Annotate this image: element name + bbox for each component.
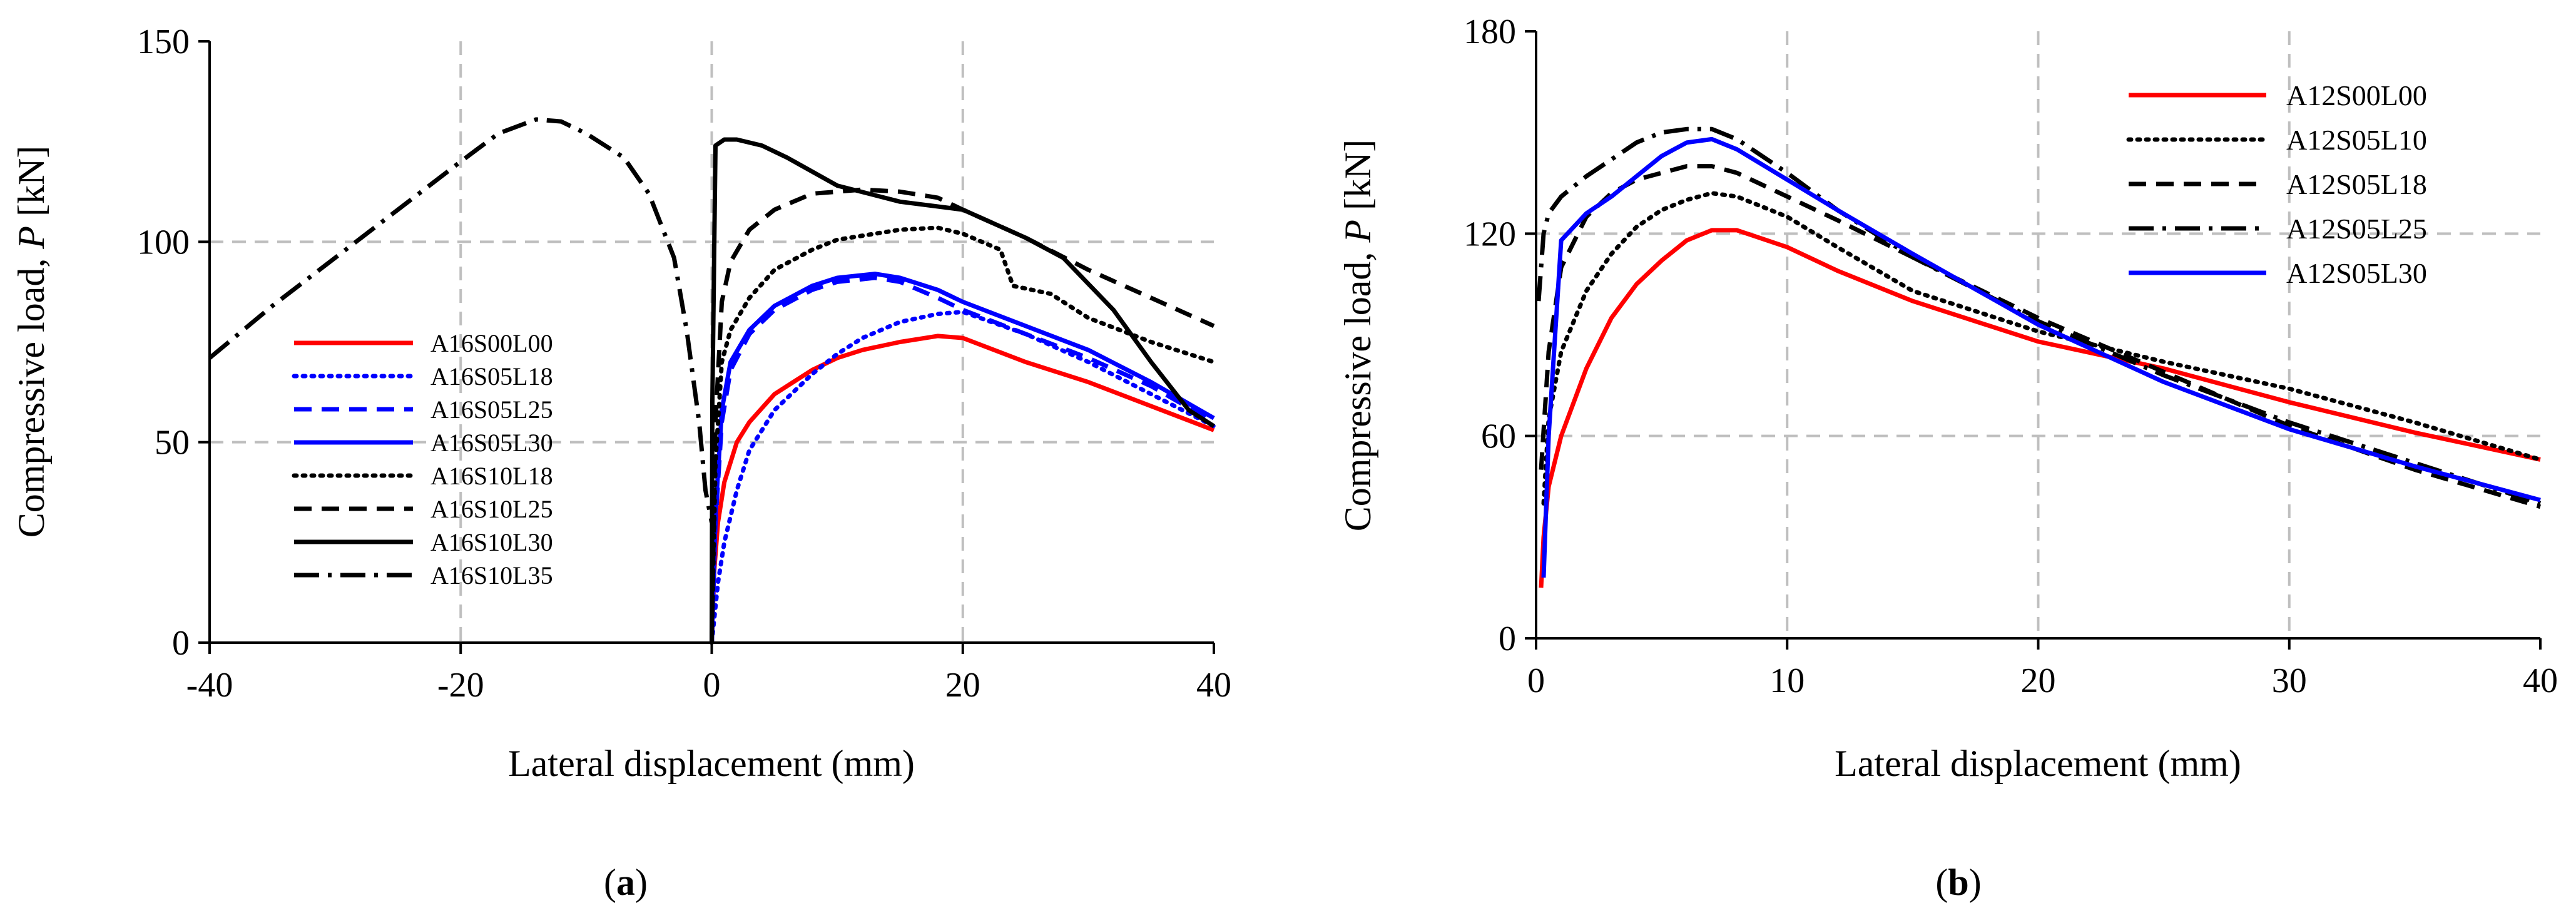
- legend-label: A16S05L18: [430, 362, 553, 390]
- legend-label: A12S05L30: [2286, 257, 2427, 289]
- legend-item-a12s05l30: A12S05L30: [2129, 257, 2427, 289]
- legend-label: A16S00L00: [430, 329, 553, 357]
- legend-item-a12s05l10: A12S05L10: [2126, 124, 2427, 156]
- y-axis-label-a: Compressive load, P [kN]: [11, 146, 52, 538]
- tick-labels-a: -40 -20 0 20 40 0 50 100 150: [137, 23, 1231, 705]
- y-tick-label-b: 0: [1499, 620, 1516, 658]
- panel-label-b: (b): [1935, 862, 1981, 903]
- y-axis-label-b: Compressive load, P [kN]: [1337, 140, 1378, 532]
- y-axis-label-prefix-b: Compressive load,: [1337, 243, 1378, 532]
- panel-label-a: (a): [604, 862, 648, 903]
- y-axis-label-symbol-a: P: [11, 226, 52, 250]
- legend-label: A16S10L30: [430, 528, 553, 556]
- chart-panel-b: 0 10 20 30 40 0 60 120 180 Lateral displacement …: [1337, 13, 2558, 903]
- x-tick-label-b: 30: [2272, 661, 2307, 700]
- y-axis-label-suffix-a: [kN]: [11, 146, 52, 226]
- legend-b: A12S00L00 A12S05L10 A12S05L18 A12S05L25 A12S…: [2126, 79, 2427, 289]
- series-group-a: [208, 117, 1216, 645]
- x-tick-label-a: 40: [1196, 666, 1231, 705]
- legend-label: A16S10L25: [430, 495, 553, 523]
- series-line-a16s10l35: [208, 117, 714, 523]
- y-axis-label-suffix-b: [kN]: [1337, 140, 1378, 220]
- x-tick-label-b: 0: [1527, 661, 1545, 700]
- legend-label: A12S05L18: [2286, 168, 2427, 200]
- legend-label: A12S00L00: [2286, 79, 2427, 111]
- y-tick-label-a: 100: [137, 223, 190, 262]
- series-line-a12s05l18: [1539, 164, 2541, 509]
- y-tick-label-a: 50: [155, 424, 190, 462]
- x-axis-label-b: Lateral displacement (mm): [1835, 743, 2241, 784]
- legend-item-a16s10l35: A16S10L35: [294, 561, 553, 589]
- legend-item-a12s05l25: A12S05L25: [2129, 213, 2427, 245]
- legend-item-a16s10l25: A16S10L25: [294, 495, 553, 523]
- legend-item-a16s05l18: A16S05L18: [292, 362, 553, 390]
- legend-label: A16S10L35: [430, 561, 553, 589]
- legend-label: A12S05L25: [2286, 213, 2427, 245]
- y-axis-label-prefix-a: Compressive load,: [11, 249, 52, 538]
- legend-item-a16s00l00: A16S00L00: [294, 329, 553, 357]
- y-tick-label-a: 150: [137, 23, 190, 61]
- chart-panel-a: -40 -20 0 20 40 0 50 100 150 Lateral displacemen…: [11, 23, 1231, 903]
- legend-item-a12s05l18: A12S05L18: [2129, 168, 2427, 200]
- x-tick-label-a: 0: [703, 666, 721, 705]
- series-line-a16s05l18: [710, 309, 1216, 645]
- series-line-a12s05l25: [1536, 126, 2542, 506]
- series-line-a12s05l30: [1541, 136, 2541, 578]
- series-group-b: [1536, 126, 2543, 588]
- legend-label: A16S10L18: [430, 462, 553, 490]
- x-tick-label-b: 40: [2523, 661, 2558, 700]
- x-tick-label-a: 20: [945, 666, 980, 705]
- legend-item-a16s10l30: A16S10L30: [294, 528, 553, 556]
- axes-b: [1525, 30, 2542, 650]
- series-line-a16s05l30: [710, 272, 1215, 643]
- series-line-a12s00l00: [1539, 228, 2541, 588]
- legend-item-a16s05l30: A16S05L30: [294, 429, 553, 457]
- x-tick-label-b: 10: [1769, 661, 1805, 700]
- legend-item-a16s10l18: A16S10L18: [292, 462, 553, 490]
- series-line-a16s10l18: [710, 225, 1216, 645]
- series-line-a16s10l30: [710, 137, 1215, 643]
- legend-a: A16S00L00 A16S05L18 A16S05L25 A16S05L30 A16S…: [292, 329, 553, 589]
- series-line-a12s05l10: [1541, 191, 2543, 506]
- legend-label: A16S05L25: [430, 395, 553, 424]
- legend-item-a16s05l25: A16S05L25: [294, 395, 553, 424]
- x-tick-label-b: 20: [2021, 661, 2056, 700]
- tick-labels-b: 0 10 20 30 40 0 60 120 180: [1464, 13, 2558, 700]
- y-tick-label-b: 180: [1464, 13, 1516, 51]
- y-axis-label-symbol-b: P: [1337, 220, 1378, 243]
- legend-label: A12S05L10: [2286, 124, 2427, 156]
- y-tick-label-b: 60: [1481, 417, 1516, 456]
- y-tick-label-b: 120: [1464, 215, 1516, 253]
- x-axis-label-a: Lateral displacement (mm): [508, 743, 915, 784]
- gridlines-b: [1536, 31, 2540, 638]
- legend-label: A16S05L30: [430, 429, 553, 457]
- x-tick-label-a: -40: [186, 666, 233, 705]
- x-tick-label-a: -20: [437, 666, 484, 705]
- y-tick-label-a: 0: [172, 624, 190, 663]
- legend-item-a12s00l00: A12S00L00: [2129, 79, 2427, 111]
- axes-a: [198, 40, 1215, 654]
- series-line-a16s00l00: [710, 334, 1215, 643]
